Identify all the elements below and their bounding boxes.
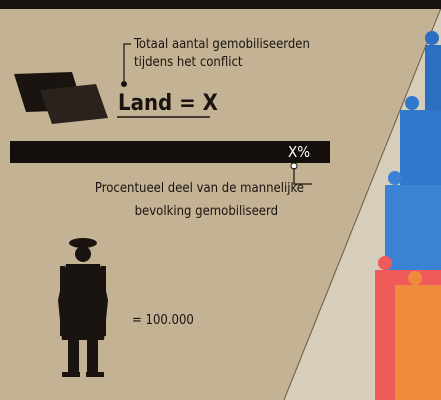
percent-label: X%	[288, 143, 310, 161]
country-label: Land = X	[118, 91, 218, 116]
unit-label: = 100.000	[132, 313, 194, 328]
percent-caption: bevolking gemobiliseerd	[135, 204, 278, 219]
total-label: tijdens het conflict	[134, 55, 243, 70]
percent-caption: Procentueel deel van de mannelijke	[95, 181, 304, 196]
total-label: Totaal aantal gemobiliseerden	[133, 37, 310, 52]
top-band	[0, 0, 441, 9]
percent-bar	[10, 141, 330, 163]
page: {"legend": { "total_label": ["Totaal aan…	[0, 0, 441, 400]
legend-panel: Totaal aantal gemobiliseerden tijdens he…	[0, 0, 441, 400]
callout-dot	[121, 81, 127, 87]
